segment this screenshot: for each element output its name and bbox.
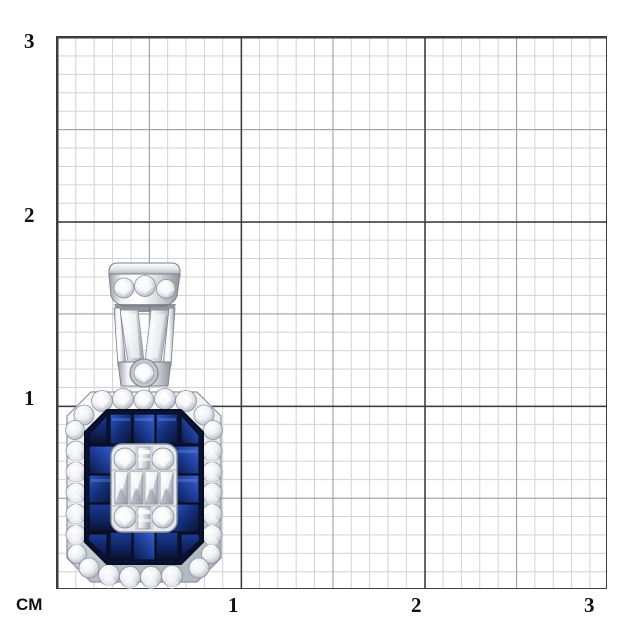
x-axis-tick-2: 2 xyxy=(411,593,422,617)
y-axis-tick-1: 1 xyxy=(24,386,35,410)
y-axis-tick-2: 2 xyxy=(24,203,35,227)
x-axis-tick-3: 3 xyxy=(584,593,595,617)
y-axis-tick-3: 3 xyxy=(24,29,35,53)
x-axis-tick-1: 1 xyxy=(228,593,239,617)
pendant-bail xyxy=(108,262,181,388)
center-cluster xyxy=(110,443,178,533)
unit-label-cm: CM xyxy=(16,595,43,614)
pendant-product-image xyxy=(52,258,236,590)
